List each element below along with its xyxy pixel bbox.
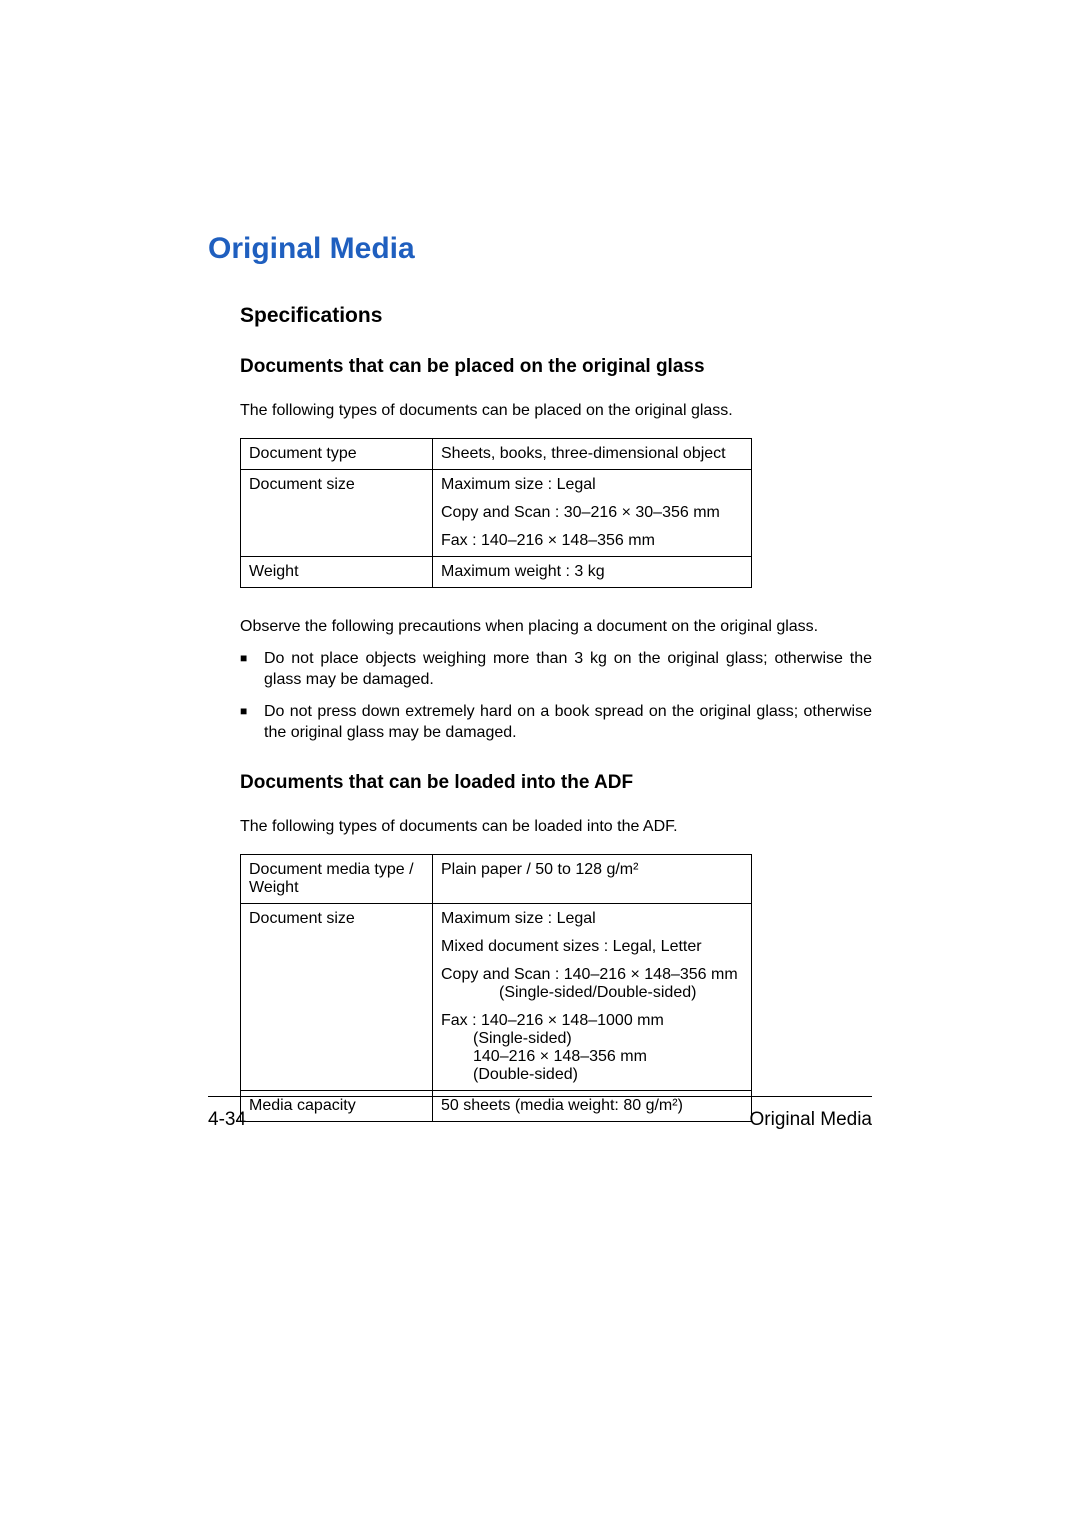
doc-size-fax: Fax : 140–216 × 148–356 mm bbox=[441, 532, 743, 550]
adf-fax-l3: 140–216 × 148–356 mm bbox=[441, 1048, 647, 1065]
cell-media-type-label: Document media type / Weight bbox=[241, 854, 433, 903]
footer-section-title: Original Media bbox=[750, 1109, 873, 1131]
adf-copyscan-l1: Copy and Scan : 140–216 × 148–356 mm bbox=[441, 966, 738, 983]
cell-media-type-value: Plain paper / 50 to 128 g/m² bbox=[433, 854, 752, 903]
cell-doc-size-label-2: Document size bbox=[241, 903, 433, 1090]
cell-doc-type-label: Document type bbox=[241, 439, 433, 470]
cell-doc-size-value: Maximum size : Legal Copy and Scan : 30–… bbox=[433, 470, 752, 557]
adf-fax-l2: (Single-sided) bbox=[441, 1030, 572, 1047]
table-row: Document media type / Weight Plain paper… bbox=[241, 854, 752, 903]
table-row: Document size Maximum size : Legal Mixed… bbox=[241, 903, 752, 1090]
page-title: Original Media bbox=[208, 232, 872, 266]
page-footer: 4-34 Original Media bbox=[208, 1096, 872, 1131]
adf-doc-size-max: Maximum size : Legal bbox=[441, 910, 743, 928]
adf-table: Document media type / Weight Plain paper… bbox=[240, 854, 752, 1122]
section1-heading: Documents that can be placed on the orig… bbox=[208, 356, 872, 378]
adf-copyscan-l2: (Single-sided/Double-sided) bbox=[441, 984, 696, 1001]
cell-weight-label: Weight bbox=[241, 557, 433, 588]
precautions-list: Do not place objects weighing more than … bbox=[208, 648, 872, 744]
adf-doc-size-mixed: Mixed document sizes : Legal, Letter bbox=[441, 938, 743, 956]
doc-size-max: Maximum size : Legal bbox=[441, 476, 743, 494]
table-row: Document type Sheets, books, three-dimen… bbox=[241, 439, 752, 470]
cell-doc-size-label: Document size bbox=[241, 470, 433, 557]
table-row: Document size Maximum size : Legal Copy … bbox=[241, 470, 752, 557]
adf-copyscan-block: Copy and Scan : 140–216 × 148–356 mm (Si… bbox=[441, 966, 743, 1002]
list-item: Do not place objects weighing more than … bbox=[240, 648, 872, 691]
adf-fax-l4: (Double-sided) bbox=[441, 1066, 578, 1083]
table-row: Weight Maximum weight : 3 kg bbox=[241, 557, 752, 588]
document-page: Original Media Specifications Documents … bbox=[0, 0, 1080, 1527]
cell-doc-type-value: Sheets, books, three-dimensional object bbox=[433, 439, 752, 470]
section1-intro: The following types of documents can be … bbox=[208, 402, 872, 420]
section2-intro: The following types of documents can be … bbox=[208, 818, 872, 836]
cell-weight-value: Maximum weight : 3 kg bbox=[433, 557, 752, 588]
list-item: Do not press down extremely hard on a bo… bbox=[240, 701, 872, 744]
cell-doc-size-value-2: Maximum size : Legal Mixed document size… bbox=[433, 903, 752, 1090]
page-number: 4-34 bbox=[208, 1109, 246, 1131]
adf-fax-block: Fax : 140–216 × 148–1000 mm (Single-side… bbox=[441, 1012, 743, 1084]
original-glass-table: Document type Sheets, books, three-dimen… bbox=[240, 438, 752, 588]
specifications-heading: Specifications bbox=[208, 304, 872, 328]
section2-heading: Documents that can be loaded into the AD… bbox=[208, 772, 872, 794]
doc-size-copyscan: Copy and Scan : 30–216 × 30–356 mm bbox=[441, 504, 743, 522]
adf-fax-l1: Fax : 140–216 × 148–1000 mm bbox=[441, 1012, 664, 1029]
precautions-intro: Observe the following precautions when p… bbox=[208, 616, 872, 638]
